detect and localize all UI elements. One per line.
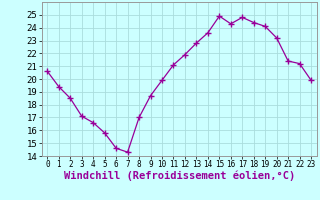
X-axis label: Windchill (Refroidissement éolien,°C): Windchill (Refroidissement éolien,°C) xyxy=(64,171,295,181)
